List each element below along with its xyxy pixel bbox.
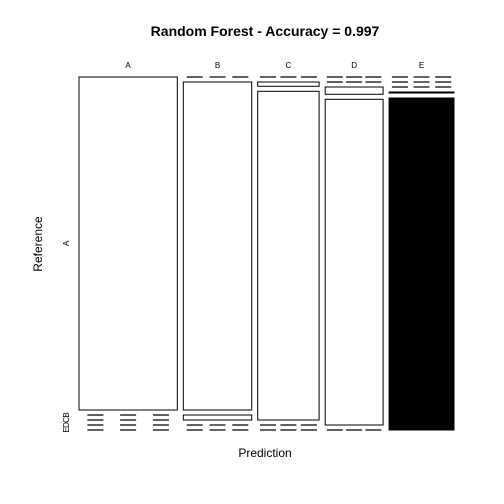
cell-pred-B-ref-B	[182, 81, 253, 411]
prediction-tick-A: A	[125, 61, 131, 70]
mosaic-cells	[78, 76, 455, 431]
prediction-tick-C: C	[286, 61, 292, 70]
chart-title: Random Forest - Accuracy = 0.997	[151, 23, 380, 39]
cell-pred-C-ref-C	[257, 90, 320, 421]
cell-pred-D-ref-D	[324, 98, 384, 426]
prediction-tick-E: E	[419, 61, 424, 70]
reference-tick-D: D	[62, 422, 71, 428]
prediction-tick-labels: A B C D E	[125, 61, 424, 70]
cell-pred-A-ref-A	[78, 76, 178, 411]
cell-pred-B-ref-C	[182, 414, 253, 421]
y-axis-label: Reference	[31, 216, 45, 272]
reference-tick-A: A	[62, 240, 71, 246]
prediction-tick-D: D	[351, 61, 357, 70]
reference-tick-B: B	[62, 412, 71, 417]
cell-pred-D-ref-C	[324, 86, 384, 95]
cell-pred-C-ref-B	[257, 81, 320, 87]
prediction-tick-B: B	[215, 61, 220, 70]
reference-tick-C: C	[62, 417, 71, 423]
cell-pred-E-ref-D	[388, 91, 455, 94]
cell-pred-E-ref-E	[388, 97, 455, 431]
x-axis-label: Prediction	[238, 446, 291, 460]
reference-tick-E: E	[62, 427, 71, 432]
